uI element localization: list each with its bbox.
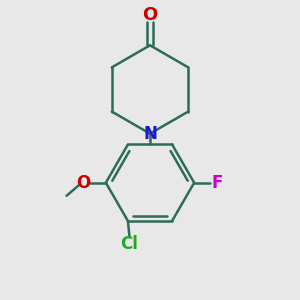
Text: Cl: Cl: [121, 235, 139, 253]
Text: F: F: [212, 174, 223, 192]
Text: O: O: [142, 6, 158, 24]
Text: N: N: [143, 124, 157, 142]
Text: O: O: [76, 174, 90, 192]
